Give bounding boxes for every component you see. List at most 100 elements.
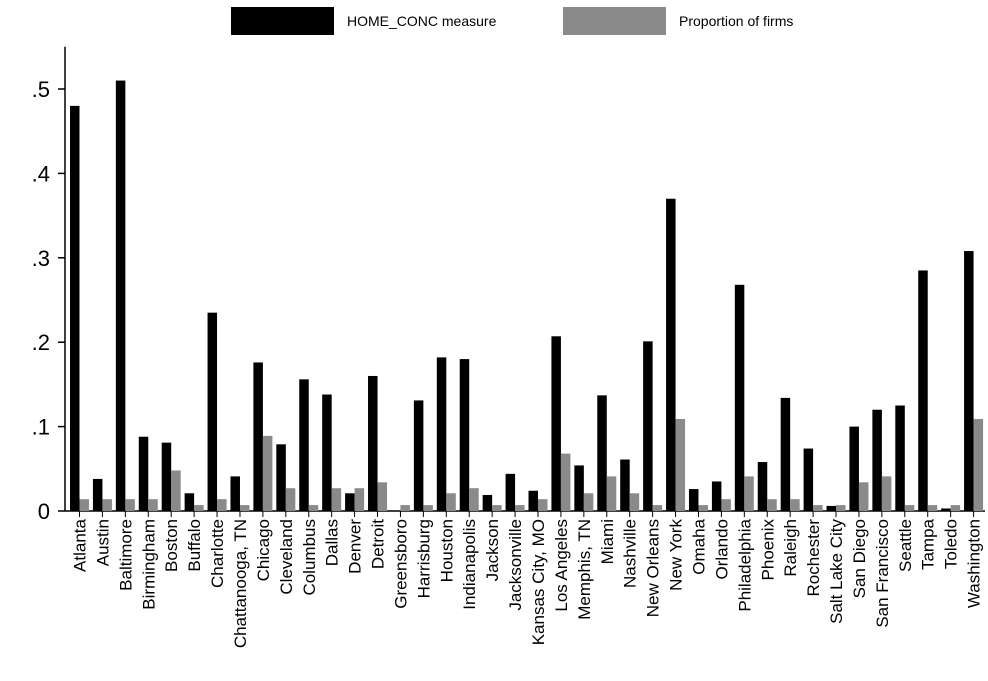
bar-proportion-firms [469, 488, 479, 511]
bar-home-conc [115, 80, 126, 511]
bar-home-conc [711, 481, 722, 511]
bar-home-conc [482, 494, 493, 511]
bar-home-conc [138, 436, 149, 511]
x-tick-label: Phoenix [758, 519, 777, 581]
bar-home-conc [643, 341, 653, 511]
x-tick-label: Chicago [254, 519, 273, 581]
x-tick-label: Cleveland [277, 519, 296, 595]
x-tick-label: Tampa [919, 518, 938, 570]
bar-proportion-firms [767, 499, 777, 511]
bar-proportion-firms [858, 482, 869, 511]
x-tick-label: Buffalo [185, 519, 204, 572]
bar-proportion-firms [881, 476, 892, 511]
x-tick-label: Omaha [689, 518, 708, 574]
bar-proportion-firms [194, 505, 204, 511]
bar-proportion-firms [446, 493, 456, 511]
bars [70, 80, 984, 511]
x-tick-label: Houston [437, 519, 456, 582]
bar-proportion-firms [950, 505, 961, 511]
bar-proportion-firms [515, 505, 525, 511]
bar-proportion-firms [171, 470, 181, 511]
x-tick-label: Harrisburg [414, 519, 433, 598]
x-tick-label: Greensboro [391, 519, 410, 609]
bar-home-conc [92, 478, 103, 511]
bar-home-conc [436, 357, 447, 511]
x-tick-label: Atlanta [71, 518, 90, 571]
x-tick-label: Orlando [712, 519, 731, 579]
bar-home-conc [70, 105, 80, 511]
bar-home-conc [368, 375, 378, 511]
x-tick-label: Washington [965, 519, 984, 608]
bar-home-conc [528, 490, 538, 511]
x-tick-label: Austin [93, 519, 112, 566]
x-tick-label: Los Angeles [552, 519, 571, 612]
bar-proportion-firms [79, 499, 89, 511]
bar-proportion-firms [652, 505, 663, 511]
bar-proportion-firms [423, 505, 433, 511]
x-tick-label: Chattanooga, TN [231, 519, 250, 648]
bar-home-conc [161, 442, 172, 511]
legend: HOME_CONC measure Proportion of firms [0, 7, 988, 35]
bar-proportion-firms [217, 499, 227, 511]
bar-proportion-firms [285, 488, 296, 511]
bar-home-conc [345, 493, 355, 511]
bar-proportion-firms [239, 505, 250, 511]
bar-home-conc [918, 270, 928, 511]
bar-proportion-firms [698, 505, 708, 511]
x-tick-label: Birmingham [139, 519, 158, 610]
legend-label-proportion: Proportion of firms [679, 13, 794, 29]
x-tick-label: New York [667, 519, 686, 591]
bar-home-conc [620, 459, 630, 511]
x-tick-label: Dallas [323, 519, 342, 566]
bar-proportion-firms [927, 505, 938, 511]
y-tick-label: .1 [32, 415, 50, 440]
bar-proportion-firms [538, 499, 548, 511]
bar-home-conc [299, 379, 309, 511]
bar-proportion-firms [790, 499, 800, 511]
legend-swatch-home-conc [231, 7, 334, 35]
x-tick-label: Boston [162, 519, 181, 572]
x-tick-label: New Orleans [644, 519, 663, 617]
bar-proportion-firms [354, 488, 365, 511]
bar-proportion-firms [262, 435, 273, 511]
bar-home-conc [322, 394, 332, 511]
x-tick-label: Raleigh [781, 519, 800, 577]
y-tick-label: .3 [32, 246, 50, 271]
x-tick-label: Rochester [804, 519, 823, 597]
bar-home-conc [780, 397, 791, 511]
bar-proportion-firms [721, 499, 731, 511]
bar-home-conc [574, 465, 584, 511]
y-tick-label: .4 [32, 161, 50, 186]
x-tick-label: Miami [598, 519, 617, 564]
x-tick-label: Jacksonville [506, 519, 525, 611]
bar-home-conc [734, 284, 745, 511]
x-tick-label: Indianapolis [460, 519, 479, 610]
bar-proportion-firms [836, 505, 846, 511]
bar-home-conc [207, 312, 218, 511]
bar-home-conc [505, 473, 516, 511]
x-tick-label: San Francisco [873, 519, 892, 628]
x-axis-labels: Atlanta Austin Baltimore Birmingham Boston Bu… [71, 511, 984, 648]
bar-proportion-firms [331, 488, 342, 511]
x-tick-label: Seattle [896, 519, 915, 572]
y-axis-ticks: 0 .1 .2 .3 .4 .5 [32, 77, 65, 524]
x-tick-label: Jackson [483, 519, 502, 581]
bar-home-conc [872, 409, 882, 511]
bar-proportion-firms [308, 505, 319, 511]
bar-home-conc [757, 462, 768, 511]
bar-home-conc [459, 359, 470, 511]
bar-home-conc [597, 395, 607, 511]
x-tick-label: Salt Lake City [827, 519, 846, 624]
y-tick-label: 0 [38, 499, 50, 524]
bar-proportion-firms [148, 499, 158, 511]
bar-proportion-firms [606, 476, 617, 511]
bar-home-conc [666, 198, 676, 511]
bar-proportion-firms [400, 505, 410, 511]
x-tick-label: Charlotte [208, 519, 227, 588]
legend-label-home-conc: HOME_CONC measure [347, 13, 497, 29]
bar-home-conc [276, 444, 286, 511]
x-tick-label: Toledo [942, 519, 961, 569]
bar-proportion-firms [125, 499, 135, 511]
bar-proportion-firms [560, 453, 571, 511]
